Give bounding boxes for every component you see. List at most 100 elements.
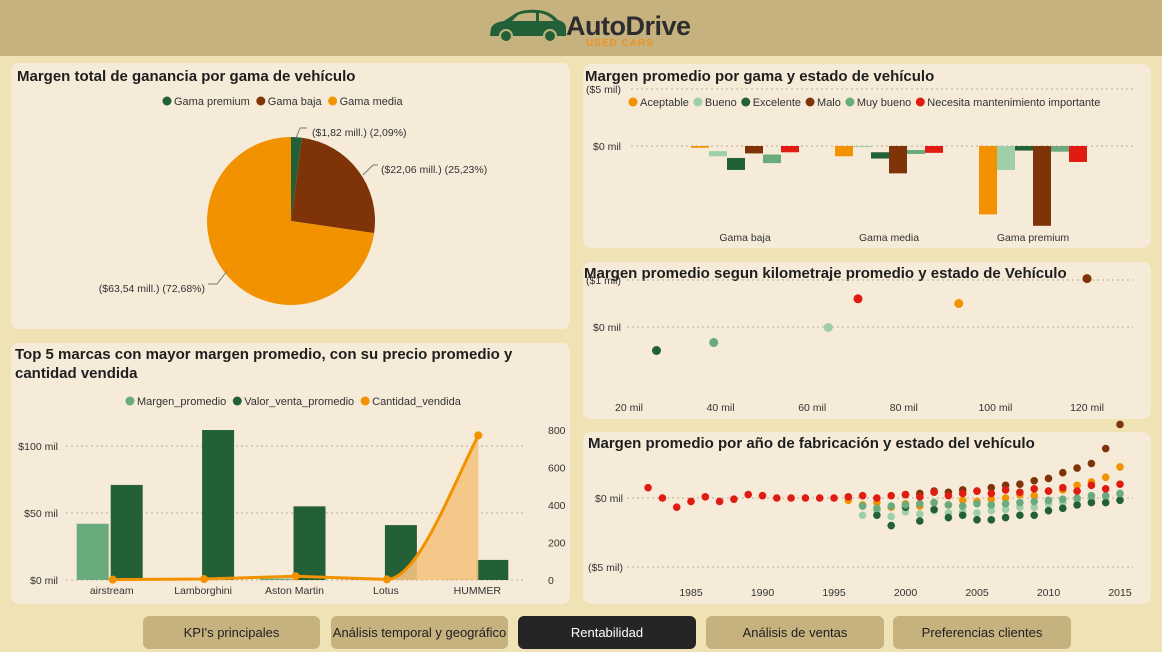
bar-muy-bueno bbox=[907, 149, 925, 154]
point-necesita-mantenimiento-importante bbox=[987, 489, 996, 498]
nav-analisis-temporal[interactable]: Análisis temporal y geográfico bbox=[331, 616, 508, 649]
bar-excelente bbox=[871, 152, 889, 159]
point-aceptable bbox=[1073, 481, 1081, 490]
x-tick-label: 120 mil bbox=[1070, 402, 1104, 414]
legend-marker-excelente bbox=[741, 97, 751, 107]
point-necesita-mantenimiento-importante bbox=[658, 494, 667, 502]
pie-chart: Gama premium Gama baja Gama media ($1,82 mi… bbox=[99, 96, 487, 305]
point-muy-bueno bbox=[987, 501, 996, 509]
point-necesita-mantenimiento-importante bbox=[858, 491, 867, 500]
legend-marker-aceptable bbox=[628, 97, 638, 107]
point-necesita-mantenimiento-importante bbox=[1059, 483, 1067, 492]
point-bueno bbox=[1030, 503, 1038, 511]
point-muy-bueno bbox=[709, 338, 719, 348]
header-bar: AutoDrive USED CARS bbox=[0, 0, 1162, 56]
point-necesita-mantenimiento-importante bbox=[1101, 485, 1110, 493]
point-necesita-mantenimiento-importante bbox=[1073, 487, 1081, 495]
bar-valor-venta-promedio bbox=[476, 559, 509, 580]
logo: AutoDrive USED CARS bbox=[488, 8, 691, 50]
bar-malo bbox=[889, 146, 907, 174]
bar-valor-venta-promedio bbox=[110, 484, 143, 580]
legend-label-necesita-mantenimiento-importante: Necesita mantenimiento importante bbox=[927, 97, 1100, 109]
point-muy-bueno bbox=[873, 504, 881, 513]
legend-marker-cantidad-vendida bbox=[360, 396, 370, 406]
point-necesita-mantenimiento-importante bbox=[1030, 485, 1038, 493]
point-cantidad-vendida bbox=[474, 431, 483, 440]
point-cantidad-vendida bbox=[291, 572, 300, 581]
point-excelente bbox=[944, 513, 953, 522]
x-tick-label: 1995 bbox=[822, 587, 846, 599]
point-bueno bbox=[987, 506, 996, 515]
point-necesita-mantenimiento-importante bbox=[853, 294, 863, 304]
pie-data-label-gama-premium: ($1,82 mill.) (2,09%) bbox=[312, 127, 407, 139]
legend-label-excelente: Excelente bbox=[753, 97, 801, 109]
point-necesita-mantenimiento-importante bbox=[687, 497, 695, 506]
panel-margen-total-gama: Margen total de ganancia por gama de veh… bbox=[11, 63, 570, 329]
point-necesita-mantenimiento-importante bbox=[815, 494, 824, 502]
point-necesita-mantenimiento-importante bbox=[1001, 486, 1010, 494]
point-necesita-mantenimiento-importante bbox=[758, 491, 767, 500]
x-tick-label: Lotus bbox=[373, 585, 399, 597]
pie-slice-gama-baja bbox=[291, 137, 375, 234]
point-necesita-mantenimiento-importante bbox=[644, 483, 652, 492]
bar-aceptable bbox=[979, 146, 997, 215]
point-bueno bbox=[823, 322, 833, 332]
x-tick-label: Lamborghini bbox=[174, 585, 232, 597]
nav-rentabilidad[interactable]: Rentabilidad bbox=[518, 616, 696, 649]
point-excelente bbox=[987, 516, 996, 524]
point-necesita-mantenimiento-importante bbox=[944, 491, 953, 500]
point-cantidad-vendida bbox=[382, 575, 391, 584]
x-tick-label: Gama baja bbox=[719, 232, 771, 244]
point-malo bbox=[1087, 459, 1096, 468]
point-malo bbox=[987, 483, 996, 492]
point-muy-bueno bbox=[1087, 491, 1096, 500]
y-tick-label: $100 mil bbox=[18, 441, 58, 453]
point-cantidad-vendida bbox=[108, 575, 117, 584]
nav-kpis-principales[interactable]: KPI's principales bbox=[143, 616, 320, 649]
point-muy-bueno bbox=[1016, 498, 1024, 507]
point-malo bbox=[1044, 474, 1053, 483]
nav-preferencias-clientes[interactable]: Preferencias clientes bbox=[893, 616, 1071, 649]
bar-aceptable bbox=[691, 146, 709, 148]
x-tick-label: 2005 bbox=[965, 587, 989, 599]
legend-marker-valor-venta-promedio bbox=[232, 396, 242, 406]
y-tick-label: $0 mil bbox=[30, 575, 58, 587]
point-malo bbox=[1101, 444, 1110, 453]
point-excelente bbox=[1044, 506, 1053, 515]
point-muy-bueno bbox=[930, 498, 938, 507]
point-excelente bbox=[1059, 504, 1067, 513]
legend-marker-muy-bueno bbox=[845, 97, 855, 107]
point-aceptable bbox=[958, 496, 967, 505]
pie-data-label-gama-baja: ($22,06 mill.) (25,23%) bbox=[381, 164, 487, 176]
point-necesita-mantenimiento-importante bbox=[672, 503, 681, 511]
point-excelente bbox=[1101, 498, 1110, 507]
y2-tick-label: 0 bbox=[548, 575, 554, 587]
point-excelente bbox=[1073, 501, 1081, 509]
bar-bueno bbox=[997, 146, 1015, 170]
point-necesita-mantenimiento-importante bbox=[730, 495, 738, 503]
legend-label-malo: Malo bbox=[817, 97, 841, 109]
nav-analisis-ventas[interactable]: Análisis de ventas bbox=[706, 616, 884, 649]
pie-leader-gama-baja bbox=[362, 164, 378, 176]
point-aceptable bbox=[954, 299, 964, 308]
point-necesita-mantenimiento-importante bbox=[916, 493, 924, 501]
x-tick-label: HUMMER bbox=[454, 585, 502, 597]
point-necesita-mantenimiento-importante bbox=[1087, 481, 1096, 490]
legend-marker-bueno bbox=[693, 97, 703, 107]
point-necesita-mantenimiento-importante bbox=[715, 497, 724, 506]
point-necesita-mantenimiento-importante bbox=[901, 490, 910, 499]
bar-muy-bueno bbox=[1051, 146, 1069, 152]
point-excelente bbox=[973, 516, 981, 524]
legend-marker-gama-premium bbox=[162, 96, 172, 106]
area-cantidad-vendida bbox=[386, 435, 479, 580]
x-tick-label: Aston Martin bbox=[265, 585, 324, 597]
bar-aceptable bbox=[835, 146, 853, 157]
x-tick-label: 60 mil bbox=[798, 402, 826, 414]
legend-label-cantidad-vendida: Cantidad_vendida bbox=[372, 396, 462, 408]
x-tick-label: 1985 bbox=[679, 587, 703, 599]
legend-marker-gama-media bbox=[328, 96, 338, 106]
point-muy-bueno bbox=[1116, 489, 1124, 498]
bar-malo bbox=[1033, 146, 1051, 226]
y2-tick-label: 600 bbox=[548, 462, 566, 474]
point-malo bbox=[1082, 274, 1092, 284]
